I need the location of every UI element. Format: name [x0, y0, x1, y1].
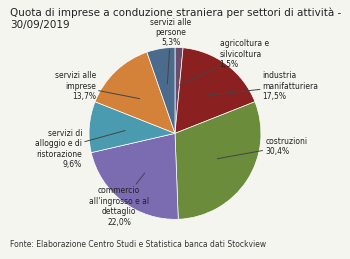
Text: costruzioni
30,4%: costruzioni 30,4% — [217, 136, 307, 159]
Wedge shape — [91, 133, 178, 219]
Text: servizi alle
persone
5,3%: servizi alle persone 5,3% — [150, 18, 191, 84]
Text: Fonte: Elaborazione Centro Studi e Statistica banca dati Stockview: Fonte: Elaborazione Centro Studi e Stati… — [10, 240, 267, 249]
Text: servizi di
alloggio e di
ristorazione
9,6%: servizi di alloggio e di ristorazione 9,… — [35, 129, 125, 169]
Text: servizi alle
imprese
13,7%: servizi alle imprese 13,7% — [55, 71, 140, 101]
Text: commercio
all'ingrosso e al
dettaglio
22,0%: commercio all'ingrosso e al dettaglio 22… — [89, 173, 149, 227]
Wedge shape — [95, 52, 175, 133]
Text: Quota di imprese a conduzione straniera per settori di attività - 30/09/2019: Quota di imprese a conduzione straniera … — [10, 8, 342, 30]
Wedge shape — [89, 102, 175, 153]
Text: agricoltura e
silvicoltura
1,5%: agricoltura e silvicoltura 1,5% — [180, 39, 269, 85]
Wedge shape — [175, 102, 261, 219]
Wedge shape — [147, 47, 175, 133]
Wedge shape — [175, 48, 255, 133]
Text: industria
manifatturiera
17,5%: industria manifatturiera 17,5% — [206, 71, 319, 101]
Wedge shape — [175, 47, 183, 133]
